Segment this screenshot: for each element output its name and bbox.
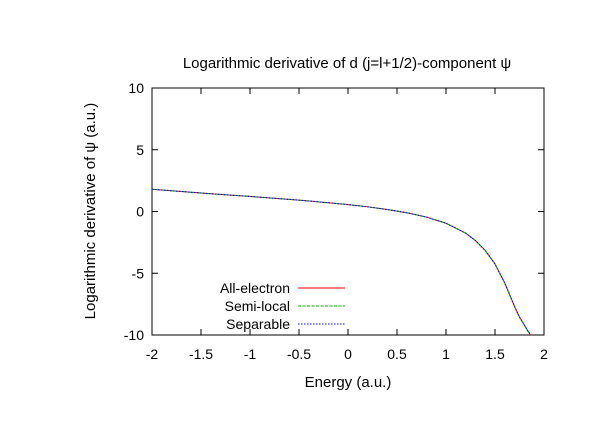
series-line-semi-local [151, 188, 531, 336]
x-tick-label: -0.5 [287, 346, 311, 362]
series-line-all-electron [151, 188, 531, 336]
x-tick-label: 1.5 [485, 346, 505, 362]
series-layer [151, 188, 531, 336]
y-tick-label: -10 [124, 327, 144, 343]
y-tick-label: 0 [136, 204, 144, 220]
legend-label: Semi-local [225, 298, 290, 314]
axis-ticks: -2 -1.5 -1 -0.5 0 0.5 1 1.5 2 10 5 0 -5 -10 [124, 80, 548, 362]
legend-label: Separable [226, 316, 290, 332]
x-tick-label: 1 [442, 346, 450, 362]
y-tick-label: -5 [132, 265, 145, 281]
x-tick-label: 0 [344, 346, 352, 362]
x-tick-label: -1 [244, 346, 257, 362]
x-tick-label: -1.5 [189, 346, 213, 362]
y-tick-label: 5 [136, 142, 144, 158]
x-axis-label: Energy (a.u.) [305, 374, 392, 391]
x-tick-label: 0.5 [387, 346, 407, 362]
x-tick-label: 2 [540, 346, 548, 362]
y-axis-label: Logarithmic derivative of ψ (a.u.) [82, 103, 99, 320]
legend-label: All-electron [220, 280, 290, 296]
chart-title: Logarithmic derivative of d (j=l+1/2)-co… [183, 55, 511, 72]
plot-frame [151, 87, 545, 336]
series-line-separable [151, 188, 531, 336]
x-tick-label: -2 [146, 346, 159, 362]
legend: All-electron Semi-local Separable [220, 280, 345, 332]
y-tick-label: 10 [128, 80, 144, 96]
